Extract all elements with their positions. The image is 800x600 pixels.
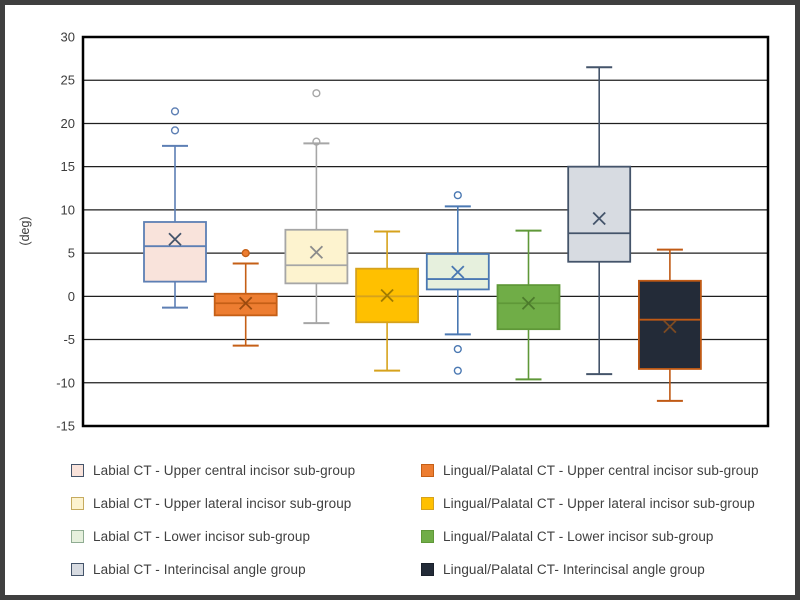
- legend-item: Labial CT - Lower incisor sub-group: [71, 520, 355, 553]
- box-iqr: [213, 292, 278, 317]
- y-tick-label: 20: [61, 116, 75, 131]
- outlier-point: [170, 126, 180, 135]
- legend-swatch-icon: [421, 464, 434, 477]
- chart-legend: Labial CT - Upper central incisor sub-gr…: [5, 454, 795, 594]
- legend-swatch-icon: [421, 563, 434, 576]
- legend-item: Lingual/Palatal CT - Upper lateral incis…: [421, 487, 759, 520]
- legend-item: Labial CT - Upper lateral incisor sub-gr…: [71, 487, 355, 520]
- outlier-point: [312, 137, 321, 146]
- y-axis-title: (deg): [18, 216, 32, 245]
- legend-column-0: Labial CT - Upper central incisor sub-gr…: [71, 454, 355, 586]
- legend-column-1: Lingual/Palatal CT - Upper central incis…: [421, 454, 759, 586]
- legend-swatch-icon: [71, 464, 84, 477]
- outlier-point: [170, 107, 180, 116]
- y-tick-label: 30: [61, 30, 75, 45]
- legend-item: Lingual/Palatal CT - Lower incisor sub-g…: [421, 520, 759, 553]
- mean-x-marker: [168, 232, 182, 246]
- mean-x-marker: [592, 211, 606, 226]
- mean-x-marker: [380, 288, 394, 303]
- y-tick-label: 10: [61, 202, 75, 217]
- y-tick-label: 5: [68, 246, 75, 261]
- plot-border: [81, 35, 770, 428]
- y-tick-label: -15: [56, 419, 75, 434]
- legend-swatch-icon: [421, 497, 434, 510]
- box-iqr: [567, 165, 632, 263]
- mean-x-marker: [663, 319, 677, 334]
- outlier-point: [312, 89, 321, 98]
- mean-x-marker: [521, 296, 536, 310]
- y-tick-label: 25: [61, 73, 75, 88]
- legend-label: Labial CT - Interincisal angle group: [93, 562, 306, 577]
- mean-x-marker: [309, 245, 324, 259]
- y-tick-label: -10: [56, 375, 75, 390]
- legend-label: Labial CT - Upper central incisor sub-gr…: [93, 463, 356, 478]
- boxplot-chart: 30 25 20 15 10 5 0 -5 -10 -15 (deg): [18, 30, 770, 434]
- legend-item: Labial CT - Upper central incisor sub-gr…: [71, 454, 355, 487]
- box-iqr: [638, 279, 702, 370]
- legend-swatch-icon: [71, 530, 84, 543]
- box-iqr: [143, 221, 207, 283]
- legend-item: Lingual/Palatal CT- Interincisal angle g…: [421, 553, 759, 586]
- legend-label: Lingual/Palatal CT- Interincisal angle g…: [443, 562, 705, 577]
- legend-label: Labial CT - Upper lateral incisor sub-gr…: [93, 496, 352, 511]
- mean-x-marker: [239, 296, 253, 310]
- legend-swatch-icon: [71, 563, 84, 576]
- legend-label: Lingual/Palatal CT - Lower incisor sub-g…: [443, 529, 714, 544]
- legend-swatch-icon: [421, 530, 434, 543]
- legend-label: Lingual/Palatal CT - Upper lateral incis…: [443, 496, 755, 511]
- legend-swatch-icon: [71, 497, 84, 510]
- y-tick-label: -5: [63, 332, 75, 347]
- box-iqr: [284, 228, 349, 285]
- outlier-point: [453, 344, 462, 354]
- y-tick-label: 0: [68, 289, 75, 304]
- outlier-point: [453, 191, 462, 200]
- legend-item: Labial CT - Interincisal angle group: [71, 553, 355, 586]
- mean-x-marker: [451, 265, 465, 279]
- outlier-point: [241, 249, 250, 258]
- y-tick-label: 15: [61, 159, 75, 174]
- box-iqr: [496, 284, 561, 331]
- outlier-point: [453, 366, 462, 375]
- legend-item: Lingual/Palatal CT - Upper central incis…: [421, 454, 759, 487]
- legend-label: Labial CT - Lower incisor sub-group: [93, 529, 311, 544]
- legend-label: Lingual/Palatal CT - Upper central incis…: [443, 463, 759, 478]
